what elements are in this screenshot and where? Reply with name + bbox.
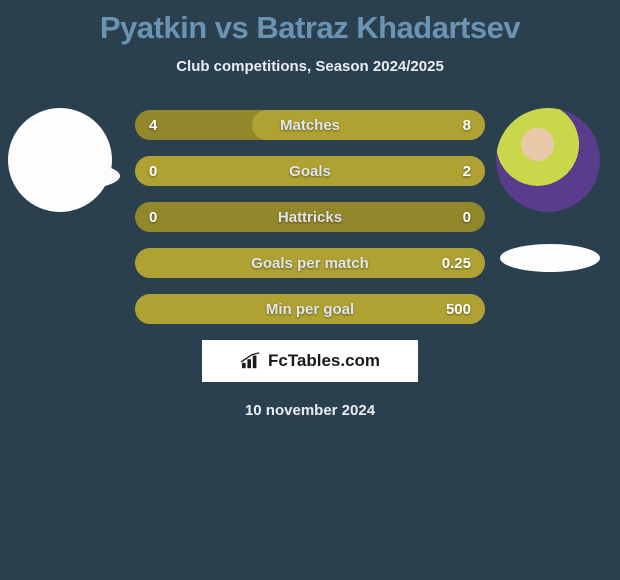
stats-area: 4Matches80Goals20Hattricks0Goals per mat…: [0, 110, 620, 324]
stat-row: 4Matches8: [135, 110, 485, 140]
stat-label: Hattricks: [135, 202, 485, 232]
bar-chart-icon: [240, 352, 262, 370]
player-left-blob: [20, 162, 120, 190]
stat-right-value: 8: [463, 110, 471, 140]
stat-row: 0Goals2: [135, 156, 485, 186]
date-label: 10 november 2024: [0, 402, 620, 419]
stat-right-value: 2: [463, 156, 471, 186]
stat-row: 0Hattricks0: [135, 202, 485, 232]
player-right-avatar: [496, 108, 600, 212]
subtitle: Club competitions, Season 2024/2025: [0, 58, 620, 75]
stat-label: Goals: [135, 156, 485, 186]
stat-right-value: 0: [463, 202, 471, 232]
stat-row: Min per goal500: [135, 294, 485, 324]
page-title: Pyatkin vs Batraz Khadartsev: [0, 0, 620, 46]
stat-right-value: 0.25: [442, 248, 471, 278]
stat-label: Matches: [135, 110, 485, 140]
player-left-avatar: [8, 108, 112, 212]
stat-label: Min per goal: [135, 294, 485, 324]
brand-box: FcTables.com: [202, 340, 418, 382]
stat-label: Goals per match: [135, 248, 485, 278]
stat-row: Goals per match0.25: [135, 248, 485, 278]
player-right-blob: [500, 244, 600, 272]
stat-right-value: 500: [446, 294, 471, 324]
stat-rows: 4Matches80Goals20Hattricks0Goals per mat…: [135, 110, 485, 324]
brand-label: FcTables.com: [268, 351, 380, 371]
